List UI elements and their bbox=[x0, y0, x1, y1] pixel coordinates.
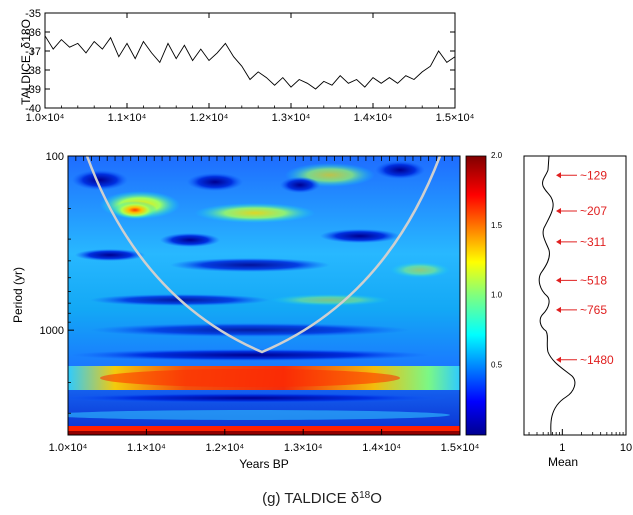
colorbar-tick-label: 0.5 bbox=[491, 360, 503, 369]
figure-caption: (g) TALDICE δ18O bbox=[262, 490, 382, 508]
timeseries-xtick-label: 1.4×10⁴ bbox=[354, 112, 393, 124]
wavelet-xtick-label: 1.1×10⁴ bbox=[127, 442, 166, 454]
timeseries-xtick-label: 1.3×10⁴ bbox=[272, 112, 311, 124]
timeseries-ytick-label: -37 bbox=[25, 46, 41, 58]
wavelet-xtick-label: 1.5×10⁴ bbox=[441, 442, 480, 454]
d18o-timeseries-panel: -35 -36 -37 -38 -39 -40 1.0×10⁴ 1.1×10⁴ 1.2×10⁴… bbox=[19, 8, 475, 124]
wavelet-xtick-label: 1.2×10⁴ bbox=[205, 442, 244, 454]
peak-arrowhead bbox=[556, 306, 561, 313]
timeseries-ytick-label: -39 bbox=[25, 84, 41, 96]
timeseries-ylabel: TALDICE_δ18O bbox=[19, 19, 33, 105]
timeseries-ytick-label: -38 bbox=[25, 65, 41, 77]
wavelet-heatmap bbox=[68, 156, 460, 435]
caption-superscript: 18 bbox=[359, 490, 371, 501]
peak-arrowhead bbox=[556, 208, 561, 215]
mean-xlabel: Mean bbox=[548, 455, 578, 469]
timeseries-xtick-label: 1.5×10⁴ bbox=[436, 112, 475, 124]
wavelet-ylabel: Period (yr) bbox=[11, 267, 25, 323]
wavelet-xtick-label: 1.0×10⁴ bbox=[49, 442, 88, 454]
colorbar: 2.0 1.5 1.0 0.5 bbox=[465, 151, 503, 436]
peak-arrowhead bbox=[556, 172, 561, 179]
colorbar-tick-label: 1.5 bbox=[491, 221, 503, 230]
wavelet-xtick-label: 1.3×10⁴ bbox=[284, 442, 323, 454]
peak-label: ~129 bbox=[580, 168, 607, 182]
mean-xtick-label: 1 bbox=[559, 442, 565, 454]
peak-arrowhead bbox=[556, 356, 561, 363]
timeseries-ytick-label: -40 bbox=[25, 103, 41, 115]
mean-spectrum-frame bbox=[523, 155, 627, 436]
timeseries-frame bbox=[44, 12, 456, 109]
mean-spectrum-line bbox=[538, 155, 576, 436]
wavelet-ytick-label: 1000 bbox=[40, 325, 64, 337]
peak-label: ~765 bbox=[580, 303, 607, 317]
wavelet-power-panel: 1.0×10⁴ 1.1×10⁴ 1.2×10⁴ 1.3×10⁴ 1.4×10⁴ 1.5×1… bbox=[11, 151, 480, 471]
timeseries-ytick-label: -36 bbox=[25, 27, 41, 39]
caption-suffix: O bbox=[370, 490, 382, 507]
wavelet-xtick-label: 1.4×10⁴ bbox=[362, 442, 401, 454]
mean-spectrum-panel: 1 10 Mean ~129 ~207 ~311 ~518 ~765 ~1480 bbox=[523, 155, 632, 469]
peak-arrowhead bbox=[556, 238, 561, 245]
peak-label: ~311 bbox=[580, 235, 606, 249]
colorbar-gradient bbox=[465, 155, 487, 436]
peak-arrowhead bbox=[556, 277, 561, 284]
peak-label: ~207 bbox=[580, 204, 607, 218]
wavelet-ytick-label: 100 bbox=[46, 151, 64, 163]
timeseries-xtick-label: 1.0×10⁴ bbox=[26, 112, 65, 124]
d18o-series-line bbox=[45, 35, 455, 90]
timeseries-xtick-label: 1.1×10⁴ bbox=[108, 112, 147, 124]
peak-label: ~1480 bbox=[580, 353, 614, 367]
wavelet-xlabel: Years BP bbox=[239, 457, 289, 471]
mean-xtick-label: 10 bbox=[620, 442, 632, 454]
colorbar-tick-label: 2.0 bbox=[491, 151, 503, 160]
cone-of-influence bbox=[85, 155, 442, 354]
peak-label: ~518 bbox=[580, 273, 607, 287]
timeseries-ytick-label: -35 bbox=[25, 8, 41, 20]
timeseries-xtick-label: 1.2×10⁴ bbox=[190, 112, 229, 124]
colorbar-tick-label: 1.0 bbox=[491, 291, 503, 300]
caption-prefix: (g) TALDICE δ bbox=[262, 490, 359, 507]
